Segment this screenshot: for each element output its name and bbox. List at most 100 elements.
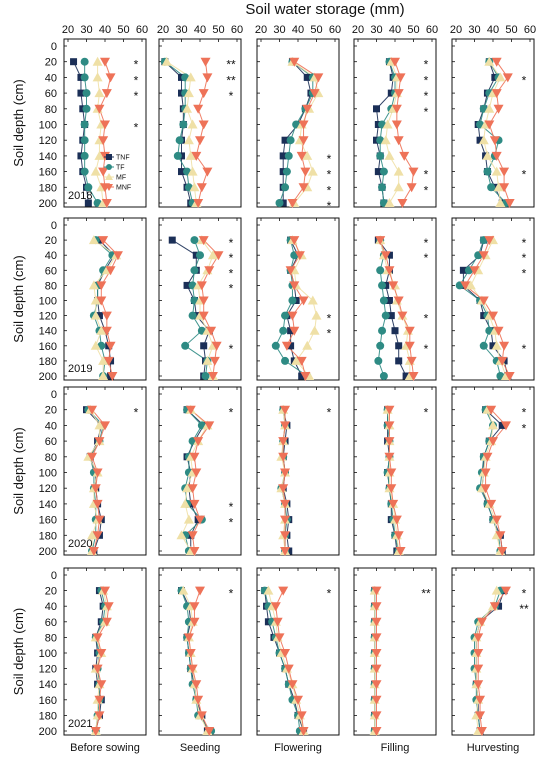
data-point-mnf	[196, 711, 207, 721]
data-point-tf	[271, 341, 280, 350]
data-point-mnf	[278, 586, 289, 596]
data-point-mf	[183, 88, 194, 98]
data-point-tf	[381, 311, 390, 320]
data-point-mnf	[388, 499, 399, 509]
data-point-mnf	[499, 167, 510, 177]
data-point-mnf	[206, 326, 217, 336]
data-point-mnf	[185, 649, 196, 658]
y-tick-label: 200	[39, 371, 57, 383]
legend-marker	[106, 164, 112, 170]
data-point-mnf	[272, 617, 283, 627]
data-point-tnf	[498, 421, 506, 429]
data-point-mnf	[491, 89, 502, 99]
data-point-mnf	[100, 421, 110, 431]
y-tick-label: 120	[39, 135, 57, 147]
data-point-mnf	[193, 199, 204, 208]
data-point-mf	[90, 310, 101, 320]
y-tick-label: 160	[39, 695, 57, 707]
significance-marker: *	[229, 342, 234, 356]
series-line-tnf	[171, 239, 210, 377]
significance-marker: *	[522, 168, 527, 182]
data-point-mf	[207, 250, 218, 260]
series-line-tf	[279, 61, 314, 204]
data-point-mnf	[278, 437, 289, 447]
data-point-mf	[90, 295, 101, 305]
data-point-mnf	[202, 167, 213, 177]
series-line-mf	[95, 61, 104, 204]
y-tick-label: 140	[39, 679, 57, 691]
data-point-mf	[96, 325, 107, 335]
data-point-mnf	[283, 664, 294, 674]
data-point-tf	[379, 372, 388, 380]
data-point-tnf	[178, 168, 185, 176]
data-point-mnf	[198, 236, 209, 246]
data-point-mnf	[191, 680, 202, 690]
data-point-mnf	[404, 326, 415, 336]
x-tick-label: 20	[157, 24, 169, 36]
data-point-mnf	[371, 649, 382, 658]
significance-marker: *	[229, 587, 234, 601]
significance-marker: *	[424, 251, 429, 265]
data-point-mnf	[408, 167, 419, 177]
significance-marker: *	[134, 406, 139, 420]
significance-marker: *	[134, 58, 139, 72]
data-point-tf	[80, 73, 89, 82]
x-tick-label: 60	[524, 24, 536, 36]
legend-marker	[106, 154, 112, 160]
data-point-mnf	[280, 531, 291, 541]
data-point-mnf	[191, 151, 202, 161]
data-point-tf	[379, 167, 388, 176]
data-point-tf	[379, 296, 388, 305]
significance-marker: *	[327, 199, 332, 213]
y-tick-label: 0	[51, 220, 57, 232]
data-point-tf	[479, 341, 488, 350]
data-point-mnf	[101, 326, 112, 336]
data-point-mnf	[289, 57, 300, 67]
data-point-mnf	[491, 151, 502, 161]
data-point-mnf	[94, 437, 105, 447]
y-tick-label: 40	[45, 601, 57, 613]
series-line-mf	[481, 409, 501, 552]
data-point-tnf	[395, 357, 403, 365]
data-point-tf	[84, 183, 93, 192]
data-point-mf	[488, 420, 498, 430]
series-line-mf	[93, 239, 117, 376]
y-tick-label: 40	[45, 250, 57, 262]
data-point-mnf	[280, 468, 291, 478]
x-tick-label: 20	[62, 24, 74, 36]
data-point-mnf	[388, 281, 399, 291]
data-point-mnf	[460, 281, 471, 291]
y-tick-label: 60	[45, 88, 57, 100]
data-point-mnf	[488, 437, 498, 447]
data-point-mf	[185, 72, 196, 82]
data-point-tf	[80, 120, 89, 129]
series-line-tnf	[164, 61, 192, 204]
data-point-mnf	[189, 452, 200, 462]
data-point-mnf	[393, 136, 404, 146]
series-line-tnf	[377, 239, 407, 377]
data-point-mf	[311, 310, 322, 320]
significance-marker: **	[421, 587, 431, 601]
panel: ***	[451, 567, 535, 736]
data-point-mf	[88, 235, 99, 245]
data-point-mnf	[193, 437, 204, 447]
y-tick-label: 0	[51, 41, 57, 53]
data-point-mnf	[87, 405, 98, 415]
data-point-mf	[90, 340, 101, 350]
data-point-mnf	[404, 341, 415, 351]
data-point-mnf	[189, 547, 200, 556]
data-point-tf	[374, 356, 383, 365]
data-point-mnf	[298, 120, 309, 130]
y-tick-label: 80	[45, 104, 57, 116]
data-point-mnf	[302, 104, 313, 114]
panel: **	[353, 567, 437, 736]
data-point-mf	[393, 182, 404, 192]
data-point-mnf	[478, 296, 489, 306]
significance-marker: *	[229, 500, 234, 514]
data-point-tnf	[459, 266, 467, 274]
data-point-tf	[279, 326, 288, 335]
series-line-mf	[292, 61, 319, 204]
data-point-mf	[87, 530, 98, 540]
data-point-mnf	[473, 680, 484, 690]
